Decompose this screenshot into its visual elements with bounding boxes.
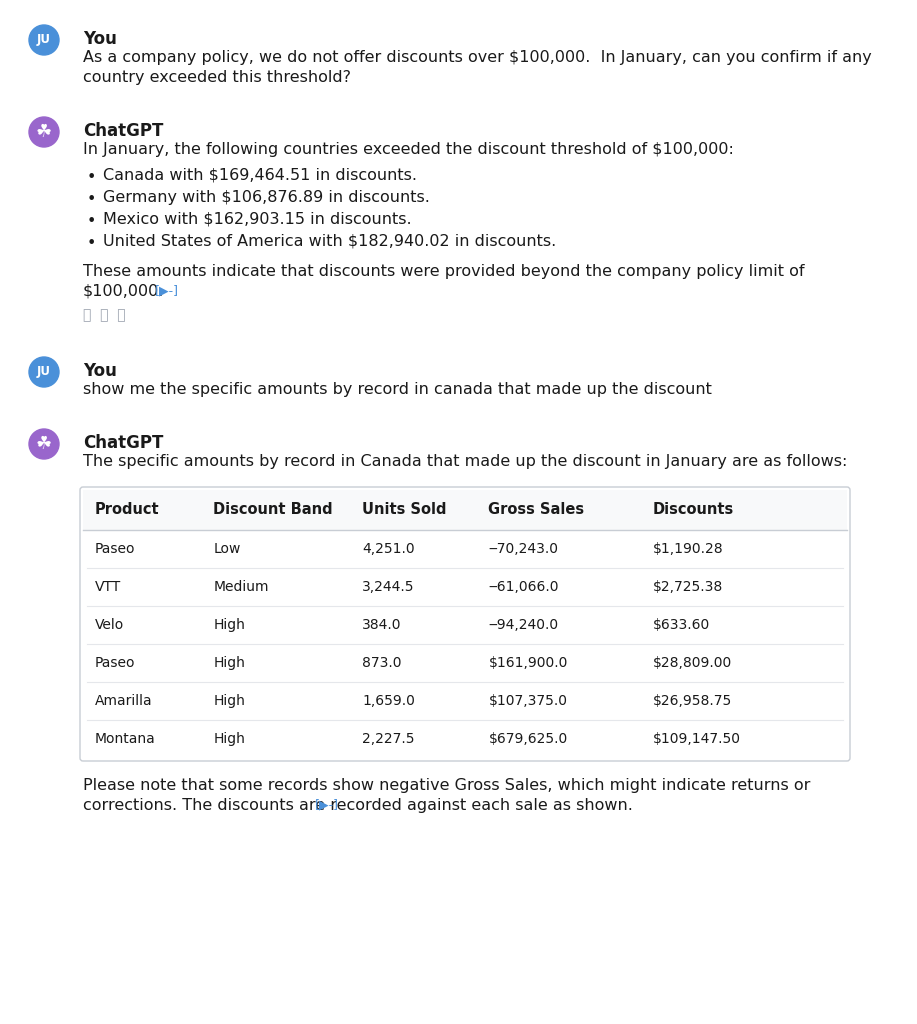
Text: $2,725.38: $2,725.38 xyxy=(653,580,723,594)
Text: Amarilla: Amarilla xyxy=(95,694,152,708)
Text: $107,375.0: $107,375.0 xyxy=(489,694,568,708)
Text: •: • xyxy=(87,170,96,185)
Text: JU: JU xyxy=(37,366,51,379)
Text: ‒94,240.0: ‒94,240.0 xyxy=(489,618,558,632)
Text: High: High xyxy=(214,618,245,632)
Circle shape xyxy=(28,116,60,148)
Text: show me the specific amounts by record in canada that made up the discount: show me the specific amounts by record i… xyxy=(83,382,712,397)
Text: Paseo: Paseo xyxy=(95,656,136,670)
Text: $161,900.0: $161,900.0 xyxy=(489,656,568,670)
Text: Mexico with $162,903.15 in discounts.: Mexico with $162,903.15 in discounts. xyxy=(103,212,412,227)
Text: You: You xyxy=(83,362,116,380)
Text: •: • xyxy=(87,236,96,251)
Text: $26,958.75: $26,958.75 xyxy=(653,694,732,708)
Circle shape xyxy=(29,117,59,147)
Text: $679,625.0: $679,625.0 xyxy=(489,732,568,746)
Text: Gross Sales: Gross Sales xyxy=(489,503,584,517)
Text: Medium: Medium xyxy=(214,580,269,594)
Text: corrections. The discounts are recorded against each sale as shown.: corrections. The discounts are recorded … xyxy=(83,798,633,813)
Text: Low: Low xyxy=(214,542,241,556)
Text: 2,227.5: 2,227.5 xyxy=(362,732,414,746)
Text: $100,000.: $100,000. xyxy=(83,284,164,299)
Text: 873.0: 873.0 xyxy=(362,656,402,670)
Text: Germany with $106,876.89 in discounts.: Germany with $106,876.89 in discounts. xyxy=(103,190,430,205)
Text: Canada with $169,464.51 in discounts.: Canada with $169,464.51 in discounts. xyxy=(103,168,417,183)
Text: Velo: Velo xyxy=(95,618,124,632)
Text: Montana: Montana xyxy=(95,732,156,746)
Text: country exceeded this threshold?: country exceeded this threshold? xyxy=(83,70,351,85)
Text: 3,244.5: 3,244.5 xyxy=(362,580,414,594)
Text: •: • xyxy=(87,214,96,229)
Circle shape xyxy=(29,429,59,459)
Text: ChatGPT: ChatGPT xyxy=(83,434,163,452)
Text: High: High xyxy=(214,732,245,746)
Circle shape xyxy=(29,357,59,387)
Text: These amounts indicate that discounts were provided beyond the company policy li: These amounts indicate that discounts we… xyxy=(83,264,804,279)
Text: 4,251.0: 4,251.0 xyxy=(362,542,415,556)
Text: 1,659.0: 1,659.0 xyxy=(362,694,415,708)
Text: Discount Band: Discount Band xyxy=(214,503,333,517)
Text: ⎘  👍  👎: ⎘ 👍 👎 xyxy=(83,308,126,322)
Text: $1,190.28: $1,190.28 xyxy=(653,542,724,556)
Text: As a company policy, we do not offer discounts over $100,000.  In January, can y: As a company policy, we do not offer dis… xyxy=(83,50,872,65)
Text: High: High xyxy=(214,694,245,708)
Text: Paseo: Paseo xyxy=(95,542,136,556)
Text: $633.60: $633.60 xyxy=(653,618,710,632)
Text: VTT: VTT xyxy=(95,580,121,594)
Text: ☘: ☘ xyxy=(36,123,52,141)
Text: ‒61,066.0: ‒61,066.0 xyxy=(489,580,559,594)
Text: ‒70,243.0: ‒70,243.0 xyxy=(489,542,558,556)
Text: Discounts: Discounts xyxy=(653,503,734,517)
Text: •: • xyxy=(87,193,96,207)
Text: Please note that some records show negative Gross Sales, which might indicate re: Please note that some records show negat… xyxy=(83,778,811,793)
Text: $109,147.50: $109,147.50 xyxy=(653,732,741,746)
Text: [▶-]: [▶-] xyxy=(315,798,339,811)
Text: United States of America with $182,940.02 in discounts.: United States of America with $182,940.0… xyxy=(103,234,557,249)
Circle shape xyxy=(29,25,59,55)
Text: You: You xyxy=(83,30,116,48)
Text: Product: Product xyxy=(95,503,160,517)
Text: Units Sold: Units Sold xyxy=(362,503,447,517)
FancyBboxPatch shape xyxy=(83,490,847,530)
Text: 384.0: 384.0 xyxy=(362,618,402,632)
Text: ChatGPT: ChatGPT xyxy=(83,122,163,140)
Text: $28,809.00: $28,809.00 xyxy=(653,656,732,670)
Text: High: High xyxy=(214,656,245,670)
Text: ☘: ☘ xyxy=(36,435,52,453)
Text: JU: JU xyxy=(37,34,51,46)
FancyBboxPatch shape xyxy=(80,487,850,761)
Circle shape xyxy=(28,428,60,460)
Text: [▶-]: [▶-] xyxy=(155,284,179,297)
Text: In January, the following countries exceeded the discount threshold of $100,000:: In January, the following countries exce… xyxy=(83,142,734,157)
Text: The specific amounts by record in Canada that made up the discount in January ar: The specific amounts by record in Canada… xyxy=(83,454,847,469)
